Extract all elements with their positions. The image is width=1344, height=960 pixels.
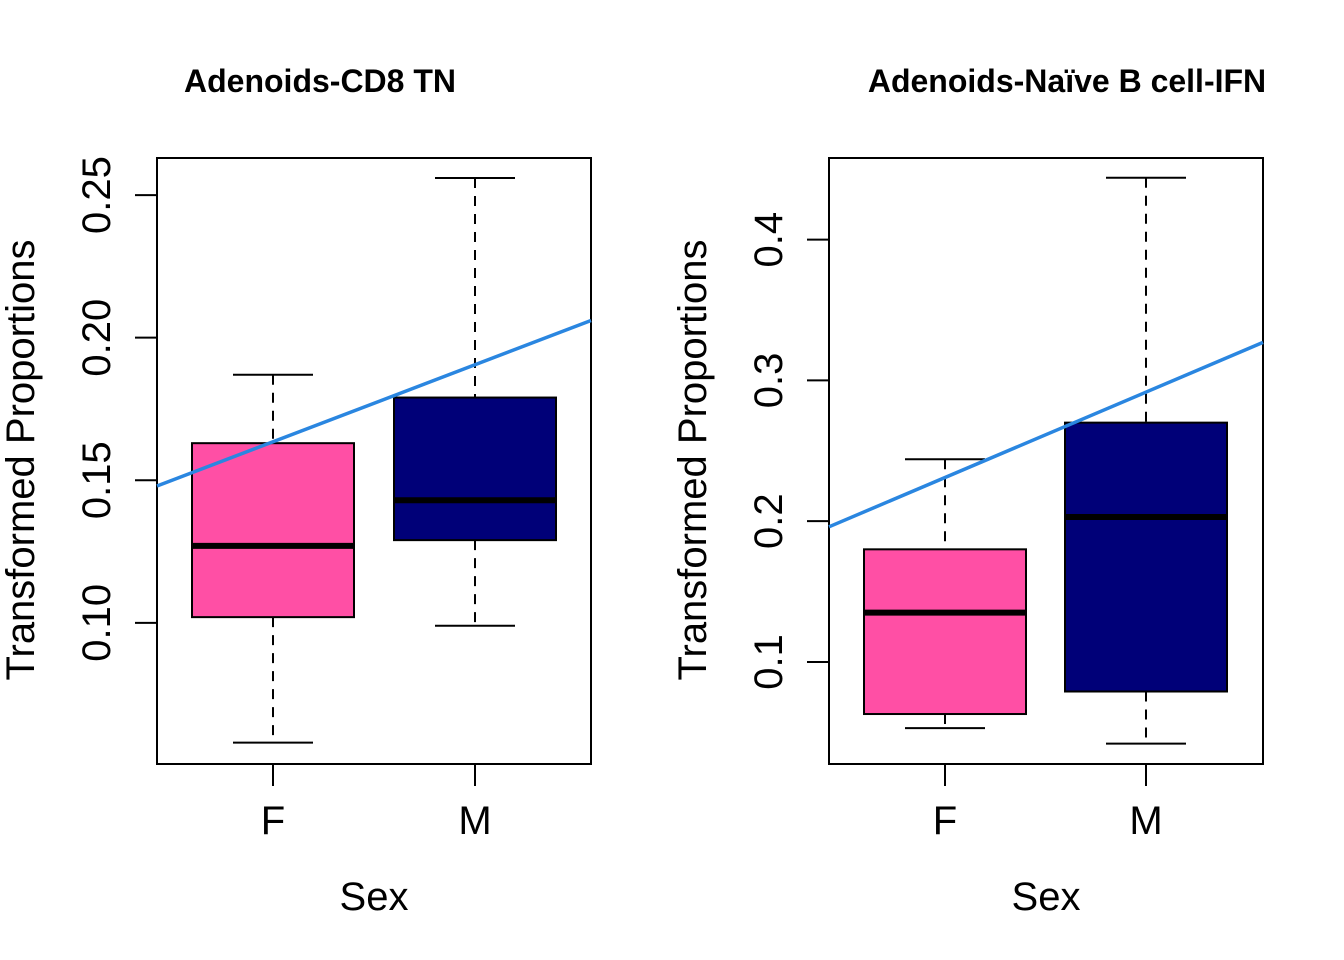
x-axis-label: Sex [1012, 875, 1081, 919]
panel-cd8-tn: Adenoids-CD8 TN Transformed Proportions … [0, 63, 592, 919]
x-tick-label: F [261, 799, 285, 843]
y-tick-label: 0.10 [75, 584, 119, 662]
box-M [1064, 176, 1228, 745]
x-tick-label: F [933, 799, 957, 843]
panel-naive-b-cell-ifn: Adenoids-Naïve B cell-IFN Transformed Pr… [671, 63, 1266, 919]
y-tick-label: 0.3 [747, 353, 791, 409]
plot-frame [156, 157, 592, 765]
y-axis-label: Transformed Proportions [671, 240, 715, 681]
y-tick-label: 0.2 [747, 493, 791, 549]
box-M [393, 176, 557, 627]
box-F [863, 458, 1027, 730]
trend-line [828, 340, 1264, 529]
box-iqr [393, 396, 557, 542]
plot-frame [828, 157, 1264, 765]
box-iqr [191, 442, 355, 619]
y-tick-label: 0.4 [747, 212, 791, 268]
y-tick-label: 0.25 [75, 156, 119, 234]
x-tick-label: M [1129, 799, 1162, 843]
y-tick-label: 0.20 [75, 299, 119, 377]
trend-line [156, 318, 592, 488]
box-iqr [863, 548, 1027, 716]
x-tick-label: M [458, 799, 491, 843]
x-axis-label: Sex [340, 875, 409, 919]
y-tick-label: 0.1 [747, 634, 791, 690]
box-iqr [1064, 421, 1228, 693]
chart-title: Adenoids-CD8 TN [184, 63, 456, 99]
y-tick-label: 0.15 [75, 441, 119, 519]
y-axis-label: Transformed Proportions [0, 240, 43, 681]
chart-title: Adenoids-Naïve B cell-IFN [868, 63, 1266, 99]
box-F [191, 373, 355, 744]
